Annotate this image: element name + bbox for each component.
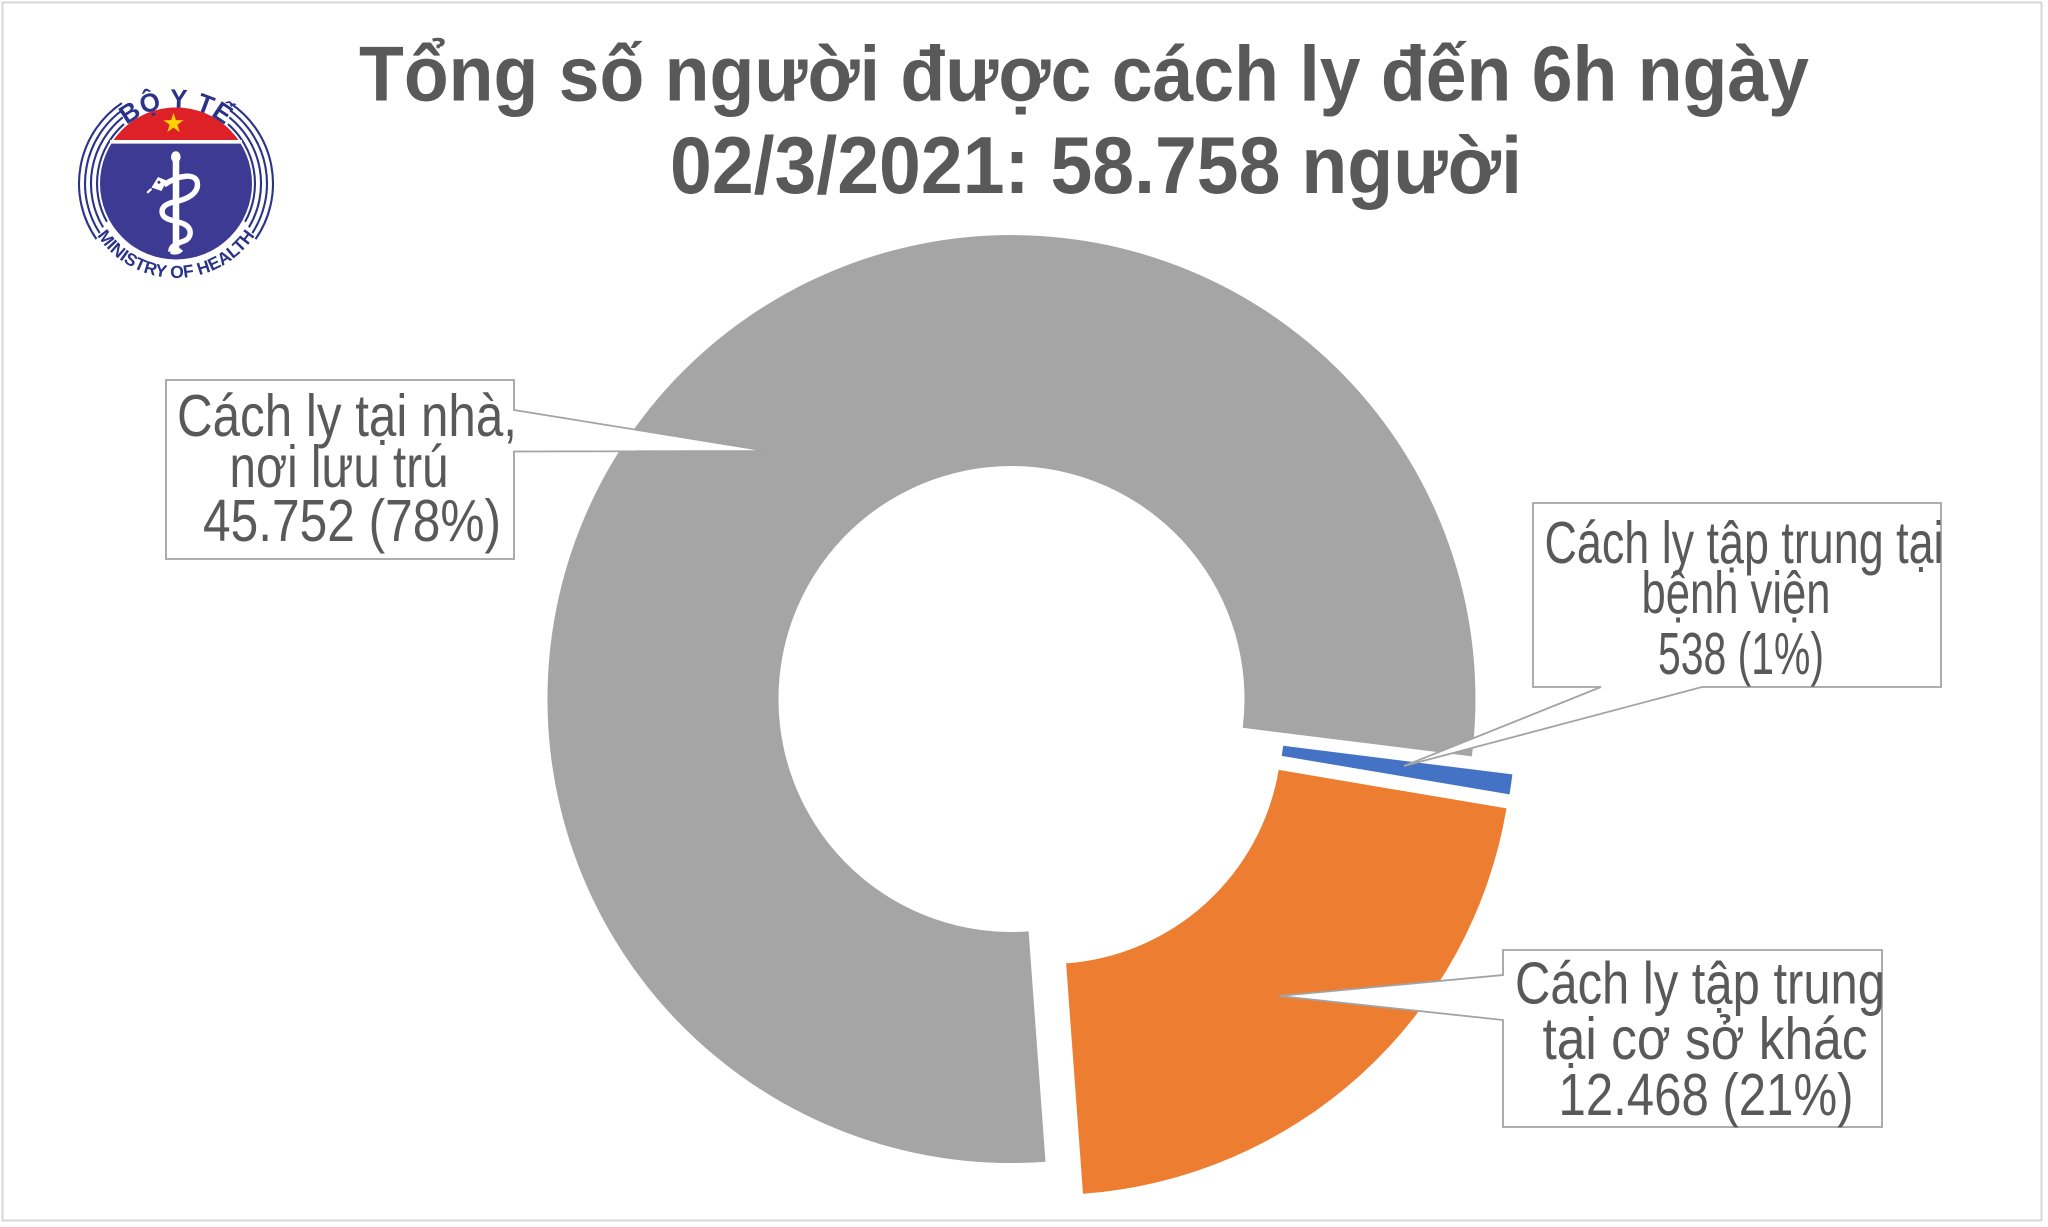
svg-text:tại cơ sở khác: tại cơ sở khác bbox=[1543, 1005, 1868, 1072]
svg-text:Tổng số người được cách ly đến: Tổng số người được cách ly đến 6h ngày bbox=[359, 30, 1809, 118]
svg-text:Cách ly tại nhà,: Cách ly tại nhà, bbox=[177, 382, 517, 449]
svg-text:02/3/2021: 58.758 người: 02/3/2021: 58.758 người bbox=[670, 121, 1522, 211]
svg-text:Cách ly tập trung tại: Cách ly tập trung tại bbox=[1545, 509, 1944, 576]
svg-text:Cách ly tập trung: Cách ly tập trung bbox=[1515, 950, 1885, 1017]
svg-text:12.468 (21%): 12.468 (21%) bbox=[1559, 1061, 1854, 1128]
svg-text:45.752 (78%): 45.752 (78%) bbox=[203, 487, 501, 554]
svg-text:bệnh viện: bệnh viện bbox=[1642, 559, 1831, 626]
svg-text:nơi lưu trú: nơi lưu trú bbox=[230, 433, 449, 500]
svg-text:538 (1%): 538 (1%) bbox=[1658, 620, 1824, 687]
